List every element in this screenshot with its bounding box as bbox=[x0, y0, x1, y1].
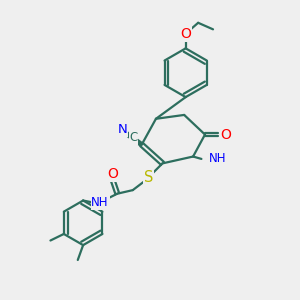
Text: O: O bbox=[180, 27, 191, 41]
Text: N: N bbox=[118, 123, 128, 136]
Text: S: S bbox=[143, 170, 153, 185]
Text: C: C bbox=[129, 131, 137, 144]
Text: NH: NH bbox=[91, 196, 109, 209]
Text: NH: NH bbox=[209, 152, 226, 165]
Text: O: O bbox=[220, 128, 231, 142]
Text: O: O bbox=[107, 167, 118, 181]
